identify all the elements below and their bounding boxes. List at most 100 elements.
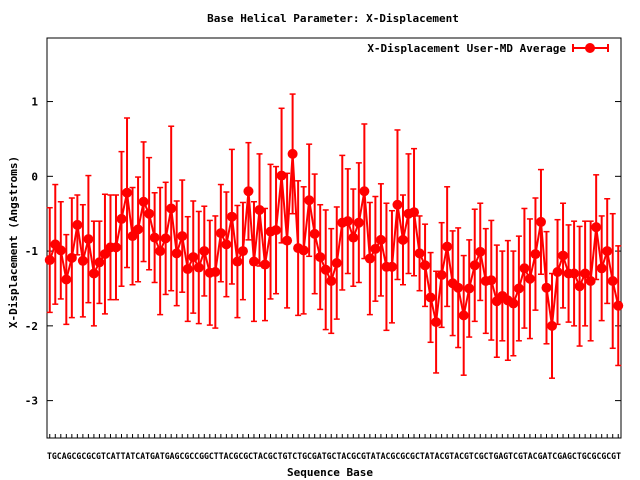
data-point [94, 257, 105, 268]
data-point [144, 208, 155, 219]
data-point [364, 253, 375, 264]
data-point [133, 224, 144, 235]
data-point [127, 231, 138, 242]
y-tick-label: -2 [25, 320, 38, 333]
data-point [585, 275, 596, 286]
data-point [320, 264, 331, 275]
y-tick-label: 0 [31, 170, 38, 183]
plot-frame [46, 37, 622, 439]
data-point [88, 268, 99, 279]
data-point [370, 243, 381, 254]
data-point [420, 260, 431, 271]
data-point [254, 204, 265, 215]
data-point [282, 235, 293, 246]
data-point [66, 252, 77, 263]
data-point [138, 196, 149, 207]
legend: X-Displacement User-MD Average [367, 42, 609, 55]
data-point [193, 262, 204, 273]
data-point [342, 216, 353, 227]
y-axis-label: X-Displacement (Angstroms) [7, 156, 20, 328]
data-point [177, 231, 188, 242]
data-point [414, 248, 425, 259]
data-point [110, 242, 121, 253]
data-point [552, 267, 563, 278]
data-point [353, 217, 364, 228]
data-point [431, 317, 442, 328]
legend-marker [585, 43, 595, 53]
x-axis-label: Sequence Base [287, 466, 373, 479]
data-point [453, 282, 464, 293]
y-tick-label: 1 [31, 96, 38, 109]
data-point [436, 270, 447, 281]
data-point [298, 245, 309, 256]
data-point [574, 281, 585, 292]
chart-title: Base Helical Parameter: X-Displacement [207, 12, 459, 25]
data-point [55, 245, 66, 256]
data-point [348, 232, 359, 243]
data-point [613, 300, 624, 311]
data-point [315, 252, 326, 263]
data-point [122, 187, 133, 198]
data-point [591, 222, 602, 233]
data-point [160, 233, 171, 244]
data-point [458, 310, 469, 321]
data-point [182, 264, 193, 275]
data-point [359, 186, 370, 197]
legend-label: X-Displacement User-MD Average [367, 42, 566, 55]
y-tick-label: -3 [25, 395, 38, 408]
data-point [409, 207, 420, 218]
series-layer [44, 93, 624, 379]
data-point [61, 274, 72, 285]
data-point [155, 246, 166, 257]
data-point [116, 213, 127, 224]
data-point [475, 246, 486, 257]
data-point [596, 263, 607, 274]
data-point [149, 232, 160, 243]
data-point [508, 298, 519, 309]
data-point [243, 186, 254, 197]
data-point [44, 255, 55, 266]
data-point [535, 216, 546, 227]
data-point [248, 256, 259, 267]
data-point [271, 225, 282, 236]
data-point [464, 283, 475, 294]
data-point [188, 252, 199, 263]
data-point [72, 219, 83, 230]
data-point [442, 241, 453, 252]
data-point [524, 273, 535, 284]
data-point [260, 259, 271, 270]
data-point [486, 275, 497, 286]
data-point [569, 268, 580, 279]
x-axis [49, 434, 619, 438]
data-point [287, 148, 298, 159]
data-point [558, 250, 569, 261]
data-point [425, 292, 436, 303]
data-point [530, 249, 541, 260]
data-point [607, 275, 618, 286]
data-point [519, 263, 530, 274]
y-tick-label: -1 [25, 245, 39, 258]
data-point [232, 256, 243, 267]
data-point [541, 282, 552, 293]
data-point [602, 246, 613, 257]
data-point [171, 248, 182, 259]
data-point [199, 246, 210, 257]
data-point [326, 275, 337, 286]
data-point [375, 234, 386, 245]
data-point [276, 170, 287, 181]
data-point [215, 228, 226, 239]
data-point [309, 228, 320, 239]
data-point [304, 195, 315, 206]
data-point [83, 234, 94, 245]
data-point [386, 261, 397, 272]
data-point [469, 260, 480, 271]
data-point [580, 268, 591, 279]
data-point [166, 203, 177, 214]
data-point [392, 199, 403, 210]
x-tick-labels: TGCAGCGCGCGTCATTATCATGATGAGCGCCGGCTTACGC… [47, 452, 622, 462]
data-point [77, 255, 88, 266]
data-point [221, 239, 232, 250]
data-point [237, 246, 248, 257]
